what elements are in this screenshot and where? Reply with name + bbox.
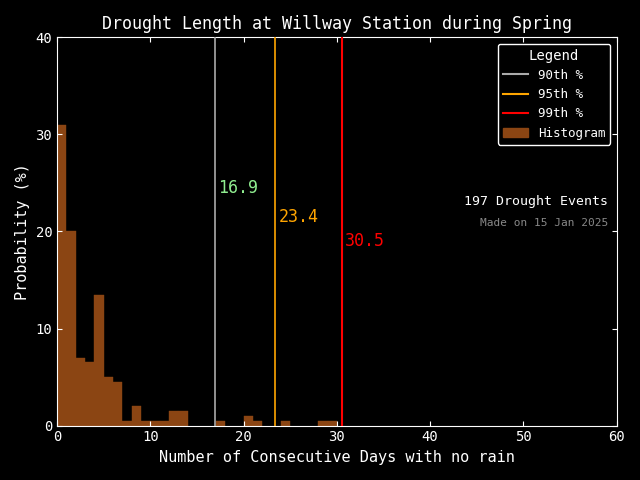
Bar xyxy=(179,411,188,426)
Bar xyxy=(113,382,122,426)
Bar xyxy=(253,421,262,426)
Text: 23.4: 23.4 xyxy=(279,208,319,226)
Bar xyxy=(95,295,104,426)
Bar xyxy=(104,377,113,426)
Bar xyxy=(160,421,169,426)
Text: 30.5: 30.5 xyxy=(346,232,385,250)
Bar xyxy=(328,421,337,426)
Bar xyxy=(318,421,328,426)
Bar xyxy=(122,421,132,426)
Text: 16.9: 16.9 xyxy=(218,179,259,197)
Title: Drought Length at Willway Station during Spring: Drought Length at Willway Station during… xyxy=(102,15,572,33)
Y-axis label: Probability (%): Probability (%) xyxy=(15,163,30,300)
Bar xyxy=(150,421,160,426)
Text: Made on 15 Jan 2025: Made on 15 Jan 2025 xyxy=(480,218,608,228)
Bar xyxy=(85,362,95,426)
Bar xyxy=(57,125,67,426)
Text: 197 Drought Events: 197 Drought Events xyxy=(464,194,608,207)
Bar xyxy=(67,231,76,426)
Bar xyxy=(141,421,150,426)
Bar xyxy=(244,416,253,426)
Bar xyxy=(281,421,291,426)
X-axis label: Number of Consecutive Days with no rain: Number of Consecutive Days with no rain xyxy=(159,450,515,465)
Bar xyxy=(132,406,141,426)
Bar xyxy=(216,421,225,426)
Legend: 90th %, 95th %, 99th %, Histogram: 90th %, 95th %, 99th %, Histogram xyxy=(498,44,611,144)
Bar xyxy=(169,411,179,426)
Bar xyxy=(76,358,85,426)
